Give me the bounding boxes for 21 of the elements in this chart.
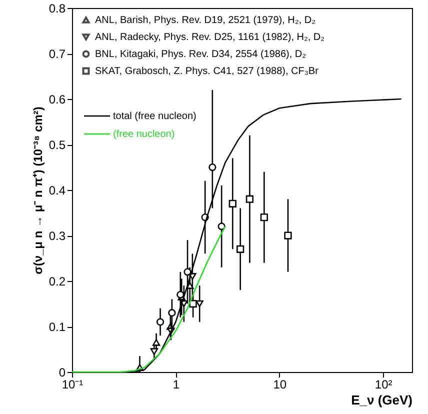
legend-label: SKAT, Grabosch, Z. Phys. C41, 527 (1988), CF₃Br <box>95 66 320 77</box>
legend-label: ANL, Radecky, Phys. Rev. D25, 1161 (1982), H₂, D₂ <box>95 32 325 43</box>
x-tick-label: 10⁻¹ <box>62 378 84 392</box>
x-tick-label: 10 <box>273 378 287 392</box>
y-tick-label: 0 <box>58 366 66 380</box>
y-tick-label: 0.1 <box>48 320 66 334</box>
legend-label: (free nucleon) <box>113 129 175 140</box>
y-axis-title: σ(ν_μ n → μ⁻ n π⁺) (10⁻³⁸ cm²) <box>30 106 45 274</box>
y-tick-label: 0.4 <box>48 184 66 198</box>
y-tick-label: 0.3 <box>48 229 66 243</box>
y-tick-label: 0.6 <box>48 92 66 106</box>
x-tick-label: 10² <box>374 378 392 392</box>
y-tick-label: 0.5 <box>48 138 66 152</box>
y-tick-label: 0.7 <box>48 47 66 61</box>
legend-label: total (free nucleon) <box>113 111 196 122</box>
y-tick-label: 0.2 <box>48 274 66 288</box>
y-tick-label: 0.8 <box>48 2 66 16</box>
x-axis-title: E_ν (GeV) <box>351 392 412 408</box>
x-tick-label: 1 <box>172 378 180 392</box>
legend-label: BNL, Kitagaki, Phys. Rev. D34, 2554 (1986), D₂ <box>95 49 306 60</box>
legend-label: ANL, Barish, Phys. Rev. D19, 2521 (1979), H₂, D₂ <box>95 15 316 26</box>
